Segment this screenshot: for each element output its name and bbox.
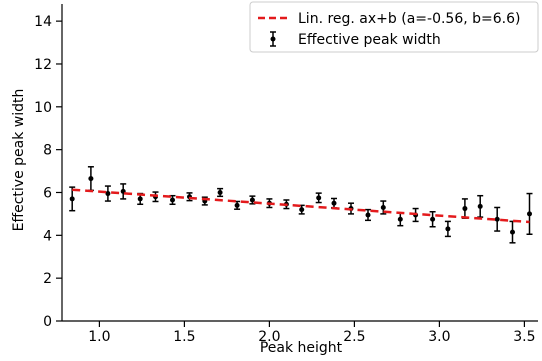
y-tick-label: 14 (34, 14, 52, 30)
x-tick-label: 3.5 (513, 329, 535, 345)
data-point (477, 196, 483, 217)
y-tick-label: 0 (43, 314, 52, 330)
y-tick-label: 8 (43, 143, 52, 159)
data-point (462, 199, 468, 218)
y-tick-label: 12 (34, 57, 52, 73)
y-tick-label: 2 (43, 271, 52, 287)
data-point (331, 198, 337, 207)
x-axis-title: Peak height (260, 340, 343, 356)
legend: Lin. reg. ax+b (a=-0.56, b=6.6) Effectiv… (250, 2, 538, 52)
y-tick-label: 6 (43, 185, 52, 201)
data-point (527, 194, 533, 235)
y-tick-label: 10 (34, 100, 52, 116)
data-point (105, 186, 111, 201)
data-point (510, 221, 516, 242)
data-point (445, 221, 451, 236)
x-tick-label: 1.5 (173, 329, 195, 345)
data-point (430, 212, 436, 227)
legend-regression-label: Lin. reg. ax+b (a=-0.56, b=6.6) (298, 11, 520, 27)
y-tick-label: 4 (43, 228, 52, 244)
data-point (397, 213, 403, 226)
plot-layer (69, 167, 532, 243)
data-point (217, 189, 223, 197)
data-point (365, 210, 371, 221)
y-axis-title: Effective peak width (11, 89, 27, 232)
x-tick-label: 3.0 (428, 329, 450, 345)
data-point (120, 184, 126, 199)
data-point (316, 193, 322, 202)
x-tick-label: 2.5 (343, 329, 365, 345)
legend-points-label: Effective peak width (298, 32, 441, 48)
x-tick-label: 1.0 (88, 329, 110, 345)
data-point (234, 201, 240, 209)
data-point (88, 167, 94, 191)
